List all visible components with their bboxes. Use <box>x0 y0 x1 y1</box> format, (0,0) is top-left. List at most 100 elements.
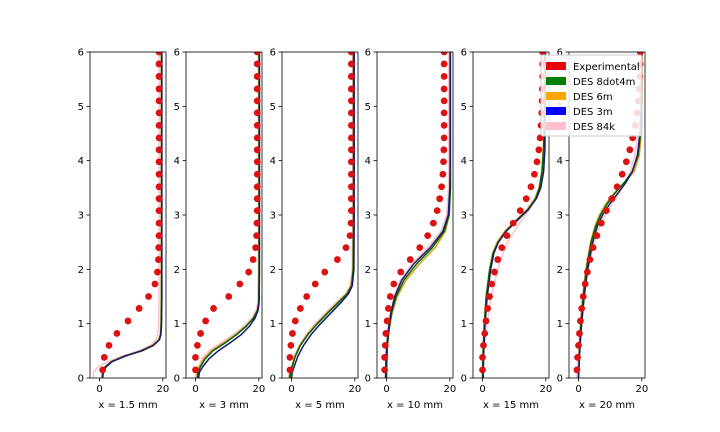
experimental-point <box>342 244 350 252</box>
experimental-point <box>253 52 261 56</box>
experimental-point <box>522 195 530 203</box>
experimental-point <box>385 305 392 312</box>
experimental-point <box>135 305 143 312</box>
experimental-point <box>347 85 355 93</box>
axes-frame <box>281 51 359 379</box>
experimental-point <box>586 256 594 263</box>
experimental-point <box>347 207 355 215</box>
experimental-point <box>440 109 448 117</box>
x-tick-label: 0 <box>575 384 581 395</box>
x-axis-label: x = 10 mm <box>387 400 443 411</box>
y-tick-label: 3 <box>174 211 180 222</box>
experimental-point <box>498 244 506 252</box>
experimental-point <box>347 97 355 105</box>
experimental-point <box>575 342 582 349</box>
plot-area <box>286 52 355 378</box>
y-tick-label: 1 <box>461 319 467 330</box>
y-tick-label: 3 <box>557 211 563 222</box>
x-tick-label: 20 <box>156 384 169 395</box>
experimental-point <box>155 146 163 154</box>
experimental-point <box>503 232 511 240</box>
experimental-point <box>576 330 583 337</box>
experimental-point <box>579 293 587 300</box>
experimental-point <box>347 146 355 154</box>
series-line-des-8dot4m <box>289 52 355 378</box>
x-tick-label: 0 <box>192 384 198 395</box>
experimental-point <box>311 280 319 288</box>
x-tick-label: 20 <box>635 384 648 395</box>
experimental-point <box>381 353 388 361</box>
x-tick-label: 0 <box>288 384 294 395</box>
experimental-point <box>253 195 261 203</box>
series-line-des-84k <box>92 52 160 378</box>
y-tick-label: 6 <box>174 48 180 59</box>
chart-legend: Experimental DES 8dot4m DES 6m DES 3m DES 84… <box>540 54 643 137</box>
experimental-point <box>583 268 591 276</box>
experimental-point <box>440 146 448 154</box>
experimental-point <box>593 232 601 240</box>
experimental-point <box>578 305 586 312</box>
experimental-point <box>347 52 355 56</box>
experimental-point <box>381 342 389 349</box>
experimental-point <box>608 195 616 203</box>
legend-label: Experimental <box>573 62 640 73</box>
experimental-point <box>347 121 355 129</box>
experimental-point <box>192 366 199 374</box>
y-tick-label: 2 <box>270 265 276 276</box>
x-axis-label: x = 1.5 mm <box>98 400 157 411</box>
experimental-point <box>253 170 261 178</box>
plot-area <box>479 52 547 378</box>
x-tick-label: 0 <box>96 384 102 395</box>
experimental-point <box>245 268 253 276</box>
experimental-point <box>197 330 204 337</box>
experimental-point <box>253 232 261 240</box>
experimental-point <box>155 170 163 178</box>
experimental-point <box>155 232 163 240</box>
experimental-point <box>287 342 295 349</box>
experimental-point <box>155 183 163 191</box>
experimental-point <box>346 232 354 240</box>
y-tick-label: 0 <box>365 374 371 385</box>
plot-area <box>192 52 261 378</box>
legend-swatch <box>546 92 566 100</box>
experimental-point <box>397 268 405 276</box>
experimental-point <box>440 52 448 56</box>
experimental-point <box>573 366 581 374</box>
y-tick-label: 6 <box>78 48 84 59</box>
series-line-des-8dot4m <box>101 52 163 378</box>
y-tick-label: 5 <box>270 102 276 113</box>
series-line-des-8dot4m <box>481 52 546 378</box>
experimental-point <box>347 183 355 191</box>
experimental-point <box>155 85 163 93</box>
experimental-point <box>249 256 257 263</box>
legend-box <box>540 54 643 137</box>
experimental-point <box>286 366 294 374</box>
experimental-point <box>390 280 398 288</box>
experimental-point <box>286 353 294 361</box>
y-tick-label: 5 <box>461 102 467 113</box>
experimental-point <box>509 219 517 227</box>
y-tick-label: 0 <box>78 374 84 385</box>
y-tick-label: 0 <box>270 374 276 385</box>
x-axis-label: x = 15 mm <box>483 400 539 411</box>
series-line-des-3m <box>482 52 547 378</box>
y-tick-label: 1 <box>270 319 276 330</box>
x-tick-label: 20 <box>252 384 265 395</box>
x-tick-label: 20 <box>539 384 552 395</box>
experimental-point <box>155 244 163 252</box>
experimental-point <box>113 330 121 337</box>
experimental-point <box>155 219 163 227</box>
experimental-point <box>581 280 589 288</box>
experimental-point <box>253 134 261 142</box>
legend-label: DES 3m <box>573 107 613 118</box>
experimental-point <box>494 256 502 263</box>
experimental-point <box>484 305 491 312</box>
experimental-point <box>602 207 610 215</box>
experimental-point <box>347 219 355 227</box>
y-tick-label: 0 <box>557 374 563 385</box>
y-tick-label: 6 <box>270 48 276 59</box>
y-tick-label: 4 <box>461 156 467 167</box>
experimental-point <box>155 109 163 117</box>
experimental-point <box>289 330 296 337</box>
